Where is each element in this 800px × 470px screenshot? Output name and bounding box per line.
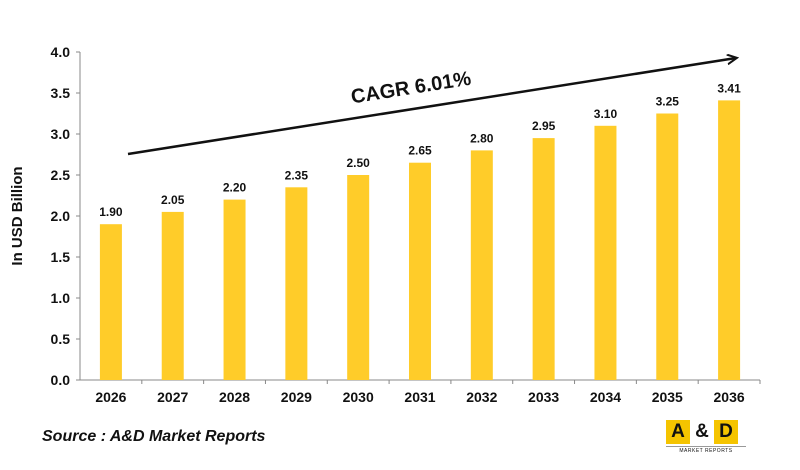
- data-label-2035: 3.25: [656, 95, 680, 109]
- y-tick-label: 0.5: [51, 331, 71, 347]
- bar-2033: [532, 138, 555, 380]
- y-tick-label: 1.0: [51, 290, 71, 306]
- x-tick-label-2036: 2036: [714, 389, 745, 405]
- bar-2035: [656, 113, 679, 380]
- bar-2030: [347, 175, 370, 380]
- y-tick-label: 3.0: [51, 126, 71, 142]
- cagr-trend-arrow: [127, 58, 736, 156]
- data-label-2028: 2.20: [223, 181, 247, 195]
- bar-2031: [409, 162, 431, 380]
- bar-2036: [718, 100, 741, 380]
- logo-subtitle: MARKET REPORTS: [666, 446, 746, 455]
- y-tick-label: 3.5: [51, 85, 71, 101]
- data-label-2033: 2.95: [532, 119, 556, 133]
- x-tick-label-2031: 2031: [404, 389, 435, 405]
- data-label-2027: 2.05: [161, 193, 185, 207]
- y-tick-label: 1.5: [51, 249, 71, 265]
- x-tick-label-2029: 2029: [281, 389, 312, 405]
- y-axis-label: In USD Billion: [9, 166, 26, 265]
- data-label-2029: 2.35: [285, 168, 309, 182]
- logo-letter-a: A: [666, 420, 690, 444]
- bar-2034: [594, 125, 617, 380]
- bars: 1.90 2026 2.05 2027 2.20 2028 2.35 2029 2.50 2030…: [95, 81, 761, 405]
- data-label-2034: 3.10: [594, 107, 618, 121]
- x-tick-label-2030: 2030: [343, 389, 374, 405]
- x-tick-label-2033: 2033: [528, 389, 559, 405]
- x-tick-label-2027: 2027: [157, 389, 188, 405]
- data-label-2032: 2.80: [470, 131, 494, 145]
- logo-ampersand: &: [695, 421, 709, 442]
- brand-logo: A & D MARKET REPORTS: [666, 420, 776, 456]
- x-tick-label-2032: 2032: [466, 389, 497, 405]
- logo-letter-d: D: [714, 420, 738, 444]
- y-tick-label: 2.0: [51, 208, 71, 224]
- x-tick-label-2028: 2028: [219, 389, 250, 405]
- x-tick-label-2034: 2034: [590, 389, 621, 405]
- y-tick-label: 0.0: [51, 372, 71, 388]
- bar-2029: [285, 187, 308, 380]
- y-tick-label: 2.5: [51, 167, 71, 183]
- y-tick-label: 4.0: [51, 44, 71, 60]
- source-note: Source : A&D Market Reports: [42, 428, 266, 445]
- bar-2026: [99, 224, 122, 380]
- data-label-2031: 2.65: [408, 144, 432, 158]
- x-tick-label-2035: 2035: [652, 389, 683, 405]
- bar-2028: [223, 199, 246, 380]
- data-label-2026: 1.90: [99, 205, 123, 219]
- bar-2027: [161, 211, 184, 380]
- bar-2032: [470, 150, 493, 380]
- x-tick-label-2026: 2026: [95, 389, 126, 405]
- y-ticks: 0.0 0.5 1.0 1.5 2.0 2.5 3.0 3.5 4.0: [51, 44, 80, 388]
- data-label-2030: 2.50: [347, 156, 371, 170]
- data-label-2036: 3.41: [717, 81, 741, 95]
